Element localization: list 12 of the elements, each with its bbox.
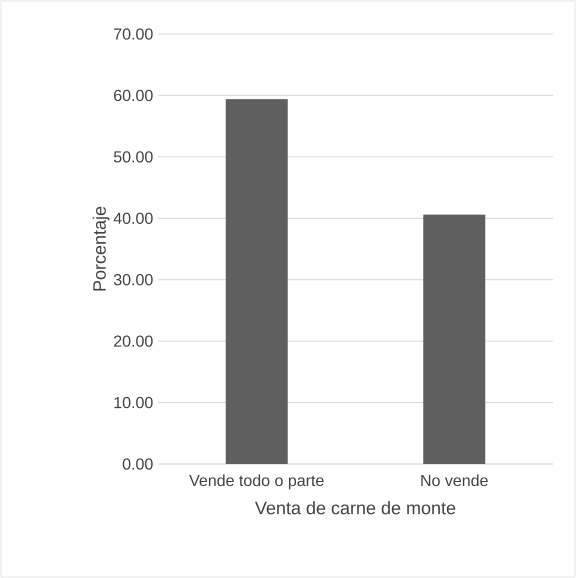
y-tick-label: 50.00 (114, 151, 153, 163)
x-axis-title: Venta de carne de monte (255, 501, 456, 514)
x-tick-label: No vende (421, 474, 488, 486)
y-tick-label: 60.00 (114, 90, 153, 102)
y-axis-title: Porcentaje (92, 206, 110, 291)
y-tick-label: 70.00 (114, 28, 153, 40)
y-tick-label: 10.00 (114, 396, 153, 408)
y-tick-label: 40.00 (114, 212, 153, 224)
y-tick-label: 30.00 (114, 274, 153, 286)
y-tick-label: 20.00 (114, 335, 153, 347)
x-tick-label: Vende todo o parte (189, 474, 324, 490)
y-tick-label: 0.00 (122, 458, 153, 470)
